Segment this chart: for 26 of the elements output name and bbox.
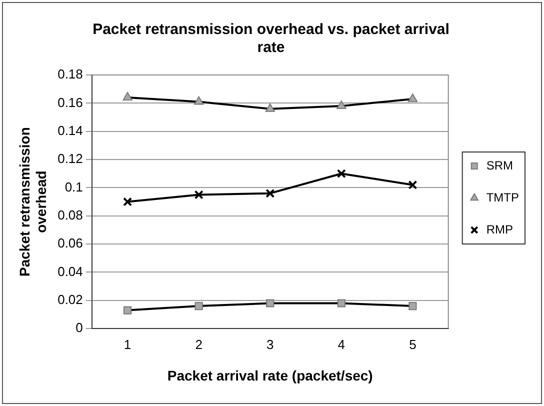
x-tick-label: 5 xyxy=(409,336,416,352)
x-tick-label: 2 xyxy=(195,336,202,352)
legend-label: RMP xyxy=(486,222,514,236)
point xyxy=(123,197,132,206)
point xyxy=(336,169,346,178)
y-tick-label: 0.08 xyxy=(58,207,83,222)
chart-title: Packet retransmission overhead vs. packet arrival rate xyxy=(92,21,450,56)
legend-label: SRM xyxy=(486,158,514,172)
y-tick-label: 0.1 xyxy=(64,179,83,194)
y-axis-title: Packet retransmission overhead xyxy=(16,127,50,277)
legend-label: TMTP xyxy=(486,190,520,204)
y-tick-label: 0.18 xyxy=(58,66,83,82)
y-tick-label: 0.12 xyxy=(58,151,83,166)
point xyxy=(408,180,418,190)
x-tick-label: 1 xyxy=(124,336,132,352)
y-tick-label: 0.16 xyxy=(58,94,83,110)
y-tick-label: 0 xyxy=(76,320,83,336)
x-tick-label: 4 xyxy=(338,336,346,352)
x-axis-title: Packet arrival rate (packet/sec) xyxy=(167,367,373,384)
y-tick-label: 0.02 xyxy=(58,292,83,307)
point xyxy=(266,188,275,198)
x-tick-label: 3 xyxy=(266,336,274,352)
y-tick-label: 0.06 xyxy=(58,236,83,251)
point xyxy=(194,190,204,200)
y-tick-label: 0.14 xyxy=(58,122,83,138)
y-tick-label: 0.04 xyxy=(58,264,83,279)
